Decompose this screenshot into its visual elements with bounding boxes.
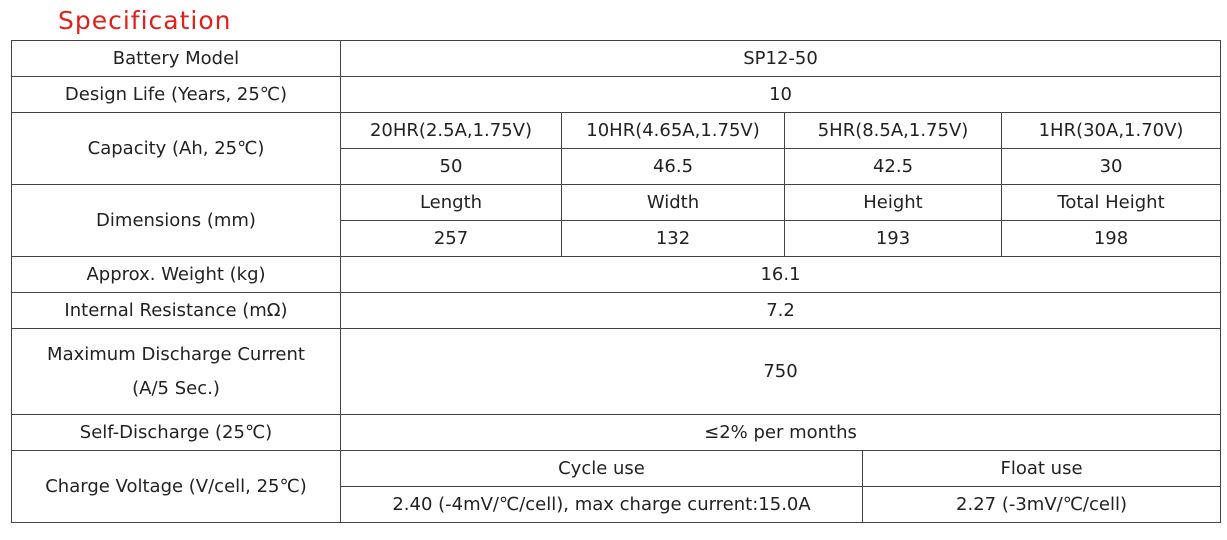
header: Cycle use xyxy=(340,450,863,487)
spec-table: Battery Model SP12-50 Design Life (Years,… xyxy=(11,40,1222,523)
label: Self-Discharge (25℃) xyxy=(11,414,341,451)
row: Capacity (Ah, 25℃) 20HR(2.5A,1.75V) 10HR(… xyxy=(11,112,1222,185)
label: Design Life (Years, 25℃) xyxy=(11,76,341,113)
value: 2.27 (-3mV/℃/cell) xyxy=(861,486,1222,523)
row: Internal Resistance (mΩ) 7.2 xyxy=(11,292,1222,329)
value: 50 xyxy=(340,148,562,185)
value: SP12-50 xyxy=(339,40,1222,77)
row: Battery Model SP12-50 xyxy=(11,40,1222,77)
row: Design Life (Years, 25℃) 10 xyxy=(11,76,1222,113)
label: Internal Resistance (mΩ) xyxy=(11,292,341,329)
header: Float use xyxy=(861,450,1222,487)
header: 1HR(30A,1.70V) xyxy=(1000,112,1222,149)
row: 2.40 (-4mV/℃/cell), max charge current:1… xyxy=(12,486,1222,523)
row: Dimensions (mm) Length Width Height Total H… xyxy=(11,184,1222,257)
row: Maximum Discharge Current (A/5 Sec.) 750 xyxy=(11,328,1222,415)
row: 50 46.5 42.5 30 xyxy=(12,148,1222,185)
label: Capacity (Ah, 25℃) xyxy=(11,112,341,185)
header: 5HR(8.5A,1.75V) xyxy=(784,112,1002,149)
value: 750 xyxy=(339,328,1222,415)
value: 46.5 xyxy=(561,148,785,185)
value: 257 xyxy=(340,220,562,257)
label: Charge Voltage (V/cell, 25℃) xyxy=(11,450,341,523)
value: 193 xyxy=(784,220,1002,257)
value: 2.40 (-4mV/℃/cell), max charge current:1… xyxy=(340,486,863,523)
title: Specification xyxy=(58,6,232,35)
value: ≤2% per months xyxy=(339,414,1222,451)
row: 257 132 193 198 xyxy=(12,220,1222,257)
value: 10 xyxy=(339,76,1222,113)
value: 30 xyxy=(1000,148,1222,185)
row: Charge Voltage (V/cell, 25℃) Cycle use Fl… xyxy=(11,450,1222,523)
label: Maximum Discharge Current (A/5 Sec.) xyxy=(11,328,341,415)
header: Width xyxy=(561,184,785,221)
label: Dimensions (mm) xyxy=(11,184,341,257)
header: Height xyxy=(784,184,1002,221)
header: Total Height xyxy=(1000,184,1222,221)
value: 16.1 xyxy=(339,256,1222,293)
label: Battery Model xyxy=(11,40,341,77)
value: 132 xyxy=(561,220,785,257)
value: 198 xyxy=(1000,220,1222,257)
value: 42.5 xyxy=(784,148,1002,185)
header: 20HR(2.5A,1.75V) xyxy=(340,112,562,149)
header: 10HR(4.65A,1.75V) xyxy=(561,112,785,149)
label: Approx. Weight (kg) xyxy=(11,256,341,293)
header: Length xyxy=(340,184,562,221)
row: Self-Discharge (25℃) ≤2% per months xyxy=(11,414,1222,451)
row: Approx. Weight (kg) 16.1 xyxy=(11,256,1222,293)
value: 7.2 xyxy=(339,292,1222,329)
